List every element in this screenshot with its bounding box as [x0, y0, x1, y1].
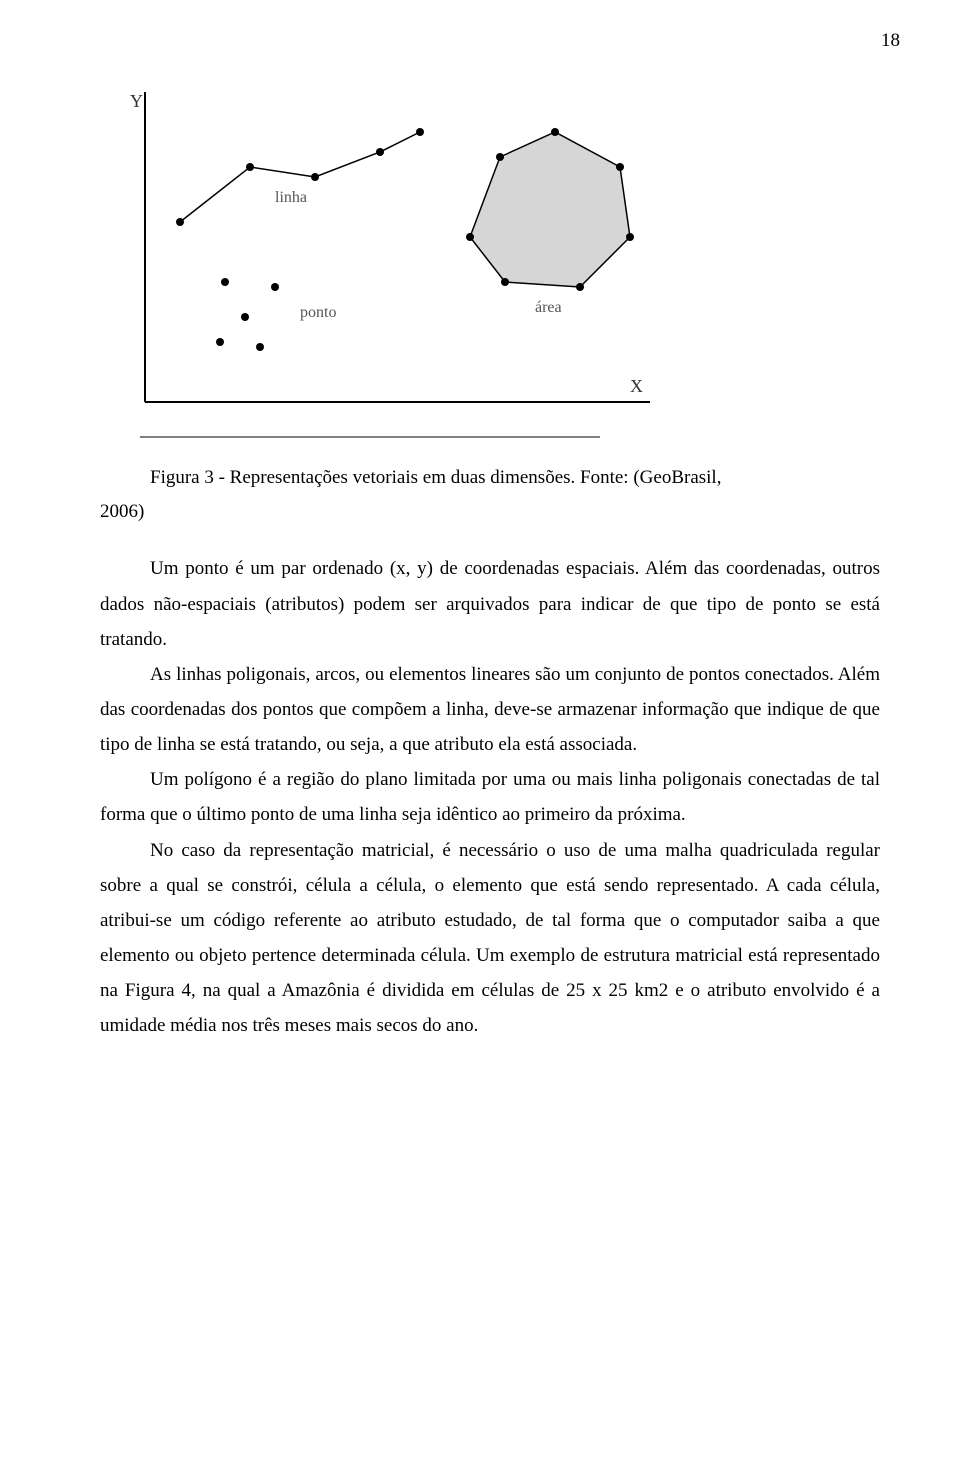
svg-text:área: área [535, 299, 562, 316]
body-paragraph-1: Um ponto é um par ordenado (x, y) de coo… [100, 551, 880, 656]
body-paragraph-2: As linhas poligonais, arcos, ou elemento… [100, 657, 880, 762]
figure-caption: Figura 3 - Representações vetoriais em d… [100, 461, 880, 529]
svg-text:X: X [630, 376, 643, 396]
figure-svg: Y Xárea linha ponto [100, 62, 660, 442]
page-container: 18 Y Xárea linha ponto Figura 3 - Represent… [0, 0, 960, 1083]
body-paragraph-3: Um polígono é a região do plano limitada… [100, 762, 880, 832]
svg-text:linha: linha [275, 189, 307, 206]
body-paragraph-4: No caso da representação matricial, é ne… [100, 833, 880, 1044]
svg-text:Y: Y [130, 91, 143, 111]
caption-line-1: Figura 3 - Representações vetoriais em d… [150, 467, 721, 488]
svg-text:ponto: ponto [300, 304, 336, 321]
page-number: 18 [100, 30, 900, 52]
caption-line-2: 2006) [100, 495, 880, 529]
figure-3: Y Xárea linha ponto [100, 62, 880, 442]
